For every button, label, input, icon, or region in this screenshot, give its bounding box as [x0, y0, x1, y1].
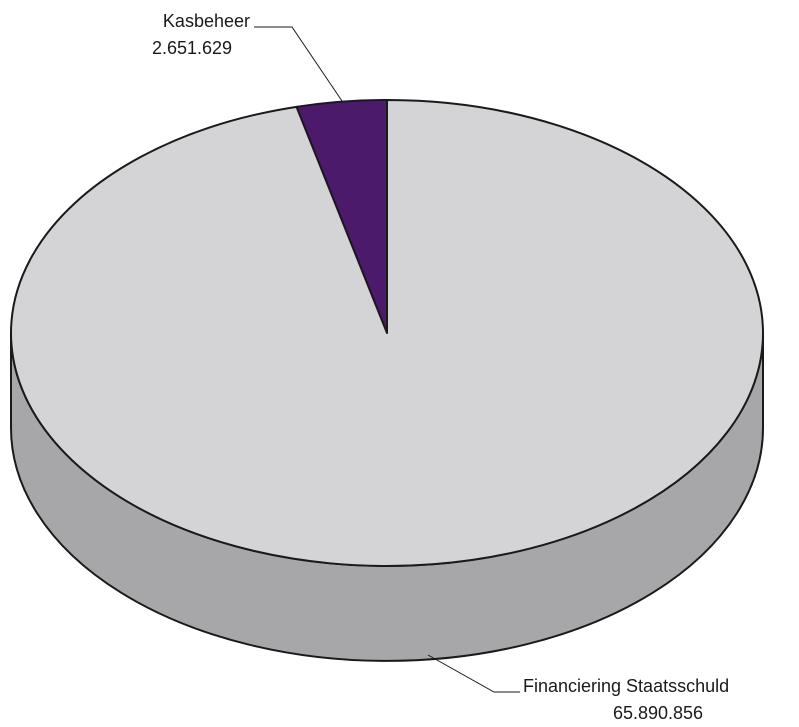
pie-slices [10, 99, 764, 567]
slice-label-kasbeheer: Kasbeheer [163, 11, 250, 31]
leader-line-financiering-staatsschuld [427, 654, 520, 693]
slice-value-kasbeheer: 2.651.629 [152, 38, 232, 58]
leader-line-kasbeheer [254, 26, 343, 102]
slice-label-financiering-staatsschuld: Financiering Staatsschuld [523, 676, 729, 696]
pie-slice-financiering-staatsschuld [10, 99, 764, 567]
slice-value-financiering-staatsschuld: 65.890.856 [613, 703, 703, 723]
